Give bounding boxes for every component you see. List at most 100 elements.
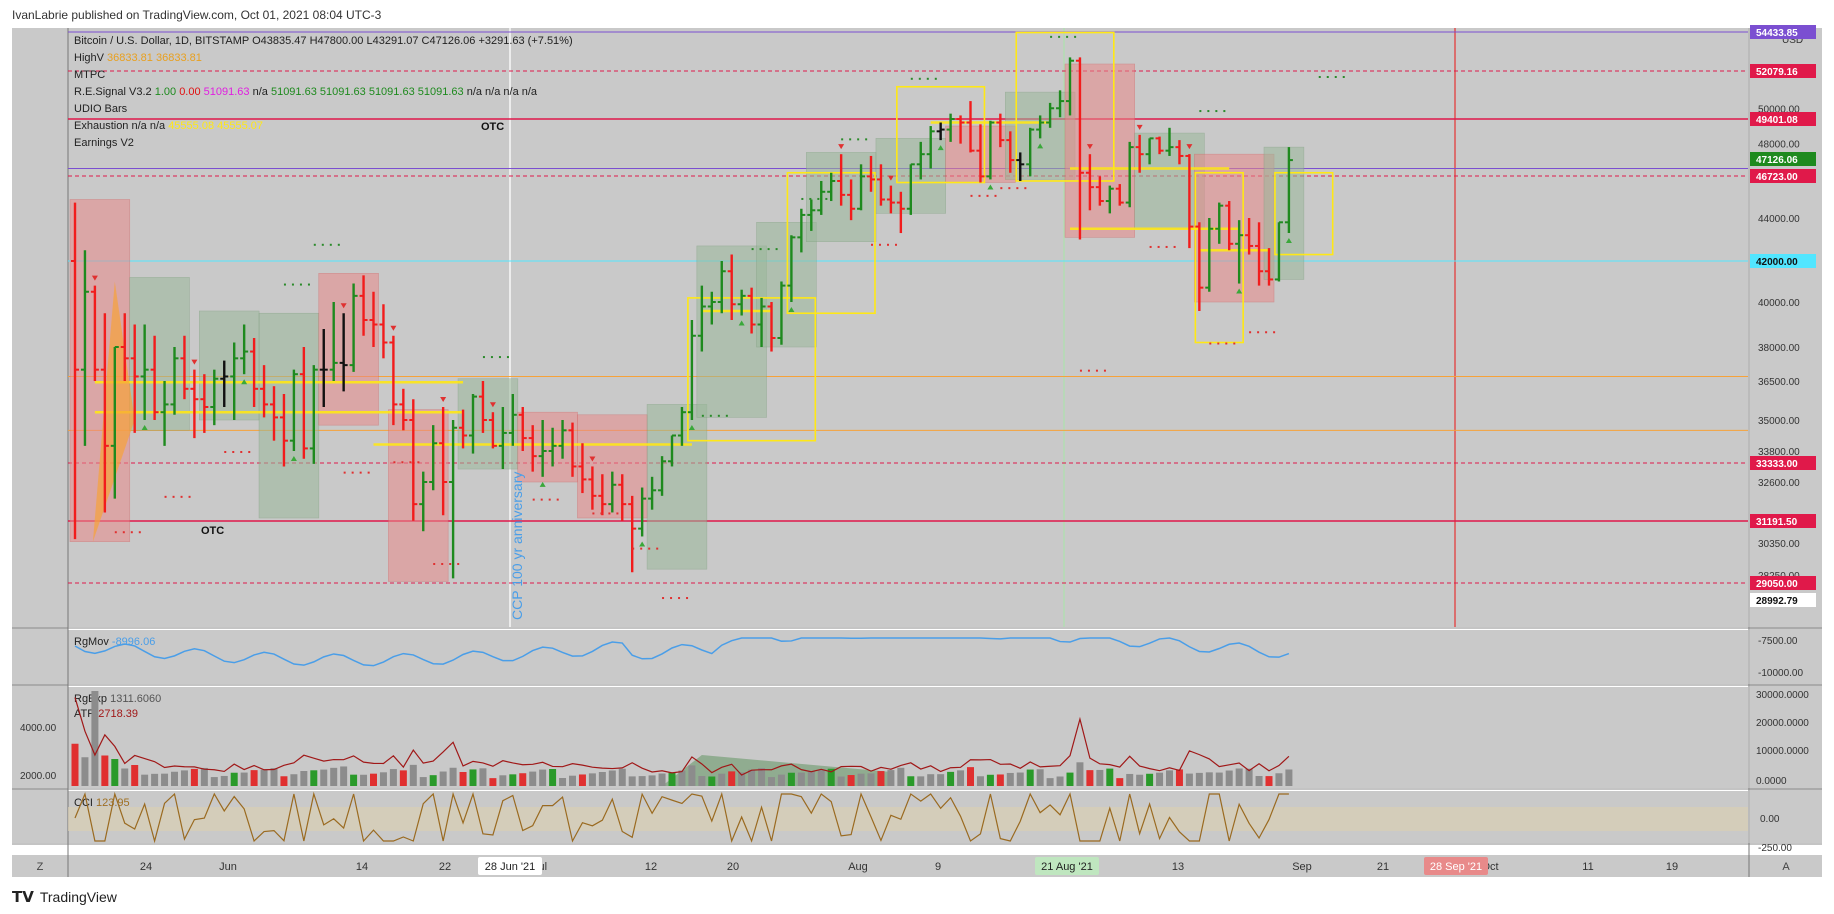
signal-dot — [441, 563, 444, 565]
signal-dot — [648, 547, 651, 550]
ohlc-bar — [478, 381, 487, 433]
signal-dot — [1024, 187, 1027, 190]
signal-down-icon — [1086, 144, 1093, 150]
legend-earnings: Earnings V2 — [74, 137, 134, 149]
volume-bar — [1225, 770, 1233, 786]
time-highlight: 28 Jun '21 — [478, 857, 542, 875]
zone-11 — [756, 222, 817, 348]
signal-dots-4 — [313, 243, 340, 246]
signal-dot — [498, 356, 501, 359]
ohlc-bar — [1185, 144, 1194, 249]
signal-dot — [114, 531, 117, 534]
signal-dot — [367, 471, 370, 474]
chart-canvas[interactable]: Bitcoin / U.S. Dollar, 1D, BITSTAMP O438… — [0, 0, 1834, 880]
signal-down-icon — [887, 175, 894, 181]
volume-bar — [668, 772, 676, 786]
ohlc-bar — [827, 172, 836, 202]
time-highlight: 28 Sep '21 — [1424, 857, 1488, 875]
volume-bar — [1066, 772, 1074, 786]
signal-dot — [725, 414, 728, 417]
volume-bar — [1126, 773, 1134, 786]
signal-down-icon — [191, 359, 198, 365]
footer-brand[interactable]: TradingView — [39, 889, 117, 905]
ohlc-bar — [1075, 57, 1084, 240]
time-label: 11 — [1582, 861, 1593, 873]
price-tag-label: 29050.00 — [1756, 579, 1798, 590]
volume-bar — [797, 772, 805, 786]
ohlc-bar — [260, 365, 269, 418]
ohlc-bar — [986, 120, 995, 190]
price-tag-label: 31191.50 — [1756, 517, 1798, 528]
time-highlight-label: 21 Aug '21 — [1041, 861, 1093, 873]
signal-down-icon — [340, 303, 347, 309]
signal-dot — [801, 197, 804, 200]
volume-bar — [569, 775, 576, 786]
ohlc-bar — [1006, 131, 1015, 173]
signal-dot — [1217, 342, 1220, 345]
publisher-header: IvanLabrie published on TradingView.com,… — [12, 8, 382, 22]
signal-dot — [232, 451, 235, 453]
tradingview-logo-icon: 𝗧𝗩 — [12, 889, 34, 906]
zone-3 — [258, 312, 320, 519]
signal-dot — [291, 283, 294, 286]
volume-bar — [360, 774, 368, 786]
signal-dot — [910, 77, 913, 80]
ohlc-bar — [1135, 124, 1144, 173]
volume-bar — [728, 771, 736, 786]
signal-dot — [841, 138, 844, 141]
volume-bar — [857, 773, 865, 786]
ohlc-bar — [876, 164, 885, 206]
signal-dots-19 — [970, 194, 997, 197]
left-margin — [12, 28, 68, 843]
price-tag-box — [1750, 169, 1816, 183]
yellow-box-3 — [1015, 31, 1115, 182]
scale-z-button[interactable]: Z — [37, 861, 44, 873]
price-tag-box — [1750, 25, 1816, 39]
price-tag-label: 46723.00 — [1756, 172, 1798, 183]
signal-dots-15 — [801, 197, 828, 200]
volume-bar — [220, 775, 228, 786]
signal-dots-12 — [662, 597, 689, 600]
volume-bar — [678, 770, 686, 786]
legend-exhaustion: Exhaustion n/a n/a 45555.08 45555.07 — [74, 120, 263, 132]
ohlc-bar — [1165, 127, 1174, 156]
volume-bar — [847, 775, 855, 786]
volume-bar — [658, 773, 666, 786]
signal-dot — [857, 138, 860, 141]
volume-bar — [648, 775, 656, 786]
price-tick: 50000.00 — [1758, 104, 1800, 115]
volume-bar — [161, 773, 169, 786]
signal-dot — [986, 194, 989, 197]
volume-bar — [837, 776, 845, 786]
volume-bar — [1175, 769, 1183, 786]
volume-bar — [459, 772, 467, 786]
ohlc-bar — [1284, 147, 1293, 244]
ohlc-bar — [528, 425, 537, 472]
ohlc-bar — [190, 359, 199, 439]
ohlc-bar — [618, 474, 627, 521]
volume-bar — [708, 776, 716, 786]
volume-bar — [1275, 773, 1283, 786]
ohlc-bar — [230, 342, 239, 420]
volume-bar — [1156, 772, 1164, 786]
signal-dot — [825, 197, 828, 200]
volume-tick-left: 4000.00 — [20, 723, 57, 734]
signal-dot — [1008, 187, 1011, 190]
signal-dots-8 — [482, 356, 509, 359]
scale-auto-button[interactable]: A — [1782, 861, 1790, 873]
signal-dot — [351, 471, 354, 474]
ohlc-bar — [1046, 102, 1055, 128]
cci-tick: 0.00 — [1760, 814, 1780, 825]
price-tag-box — [1750, 152, 1816, 166]
volume-bar — [1016, 772, 1024, 786]
volume-bar — [947, 771, 955, 786]
ohlc-bar — [299, 347, 308, 459]
signal-dot — [701, 414, 704, 417]
volume-bar — [688, 765, 696, 786]
signal-dot — [138, 531, 141, 534]
ohlc-bar — [399, 388, 408, 431]
price-tag-box — [1750, 64, 1816, 78]
signal-dot — [1074, 35, 1077, 38]
signal-up-icon — [241, 379, 248, 385]
ohlc-bar — [668, 434, 676, 467]
